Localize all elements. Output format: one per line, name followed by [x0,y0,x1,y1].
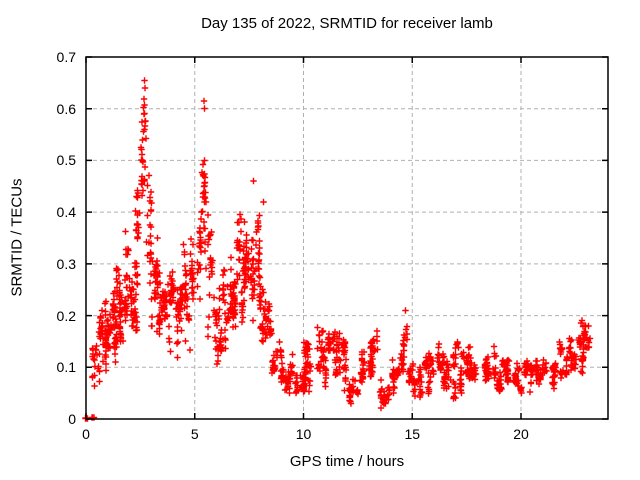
x-tick-label: 5 [190,426,199,442]
y-tick-label: 0 [68,411,76,427]
x-tick-label: 0 [82,426,90,442]
x-tick-label: 20 [513,426,529,442]
y-axis-label: SRMTID / TECUs [8,178,26,297]
y-tick-label: 0.2 [56,307,76,324]
chart-title: Day 135 of 2022, SRMTID for receiver lam… [201,15,493,32]
y-tick-label: 0.3 [56,255,76,272]
scatter-points [82,77,594,422]
x-tick-label: 15 [404,426,421,442]
y-tick-label: 0.7 [56,49,76,65]
y-tick-label: 0.4 [56,204,76,221]
y-tick-label: 0.1 [56,359,76,376]
x-tick-label: 10 [295,426,312,442]
axes-and-ticks [85,56,609,420]
x-axis-label: GPS time / hours [289,453,405,470]
y-tick-label: 0.6 [56,100,76,117]
y-tick-label: 0.5 [56,152,76,169]
